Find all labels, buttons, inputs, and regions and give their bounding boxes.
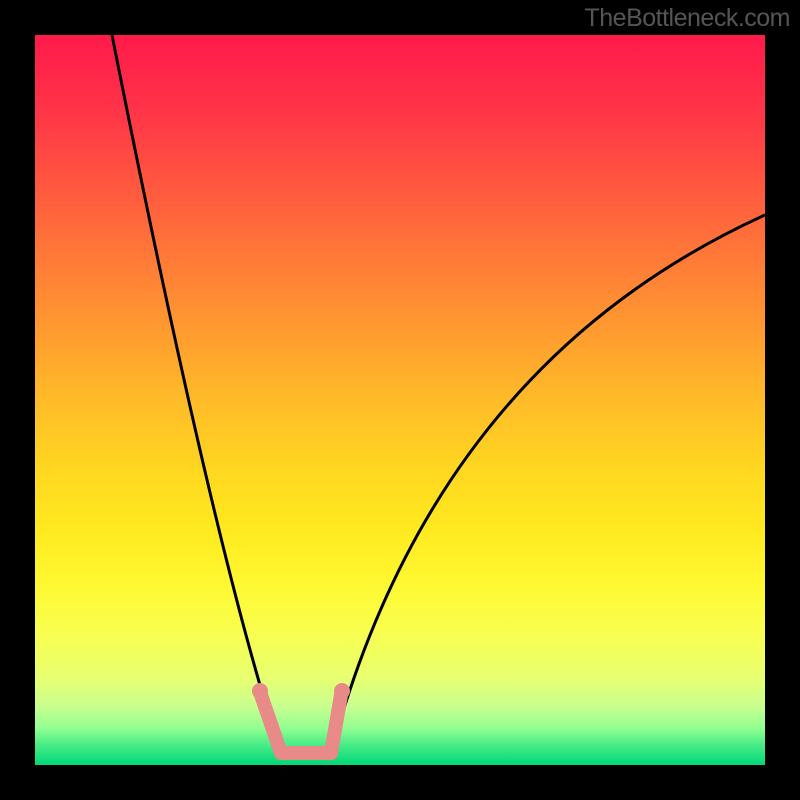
marker-dot-left [252,683,268,699]
chart-background [35,35,765,765]
marker-dot-right [334,683,350,699]
bottleneck-chart [35,35,765,765]
marker-right [331,695,341,753]
watermark-label: TheBottleneck.com [585,4,791,33]
